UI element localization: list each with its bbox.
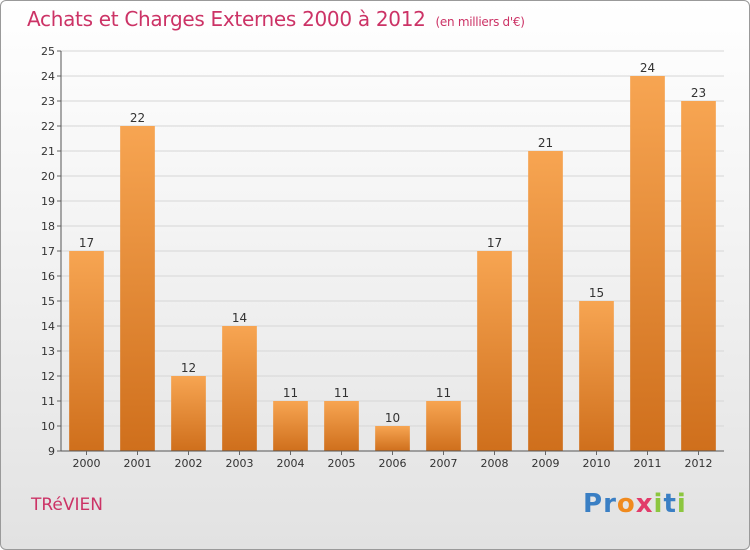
x-tick-label: 2000 (73, 457, 101, 470)
logo-letter: x (635, 489, 654, 519)
logo-letter: P (583, 489, 604, 519)
x-tick-label: 2008 (481, 457, 509, 470)
bar-value-label: 12 (181, 361, 196, 375)
chart-title: Achats et Charges Externes 2000 à 2012 (e… (27, 7, 525, 31)
bar-value-label: 11 (436, 386, 451, 400)
bar (681, 101, 716, 451)
bar-value-label: 11 (334, 386, 349, 400)
y-tick-label: 22 (41, 120, 55, 133)
x-tick-label: 2009 (532, 457, 560, 470)
bar (528, 151, 563, 451)
y-tick-label: 21 (41, 145, 55, 158)
logo-letter: i (676, 489, 687, 519)
bar (222, 326, 257, 451)
bar-value-label: 23 (691, 86, 706, 100)
bar-value-label: 17 (487, 236, 502, 250)
y-tick-label: 19 (41, 195, 55, 208)
x-tick-label: 2011 (634, 457, 662, 470)
x-tick-label: 2005 (328, 457, 356, 470)
bar (324, 401, 359, 451)
logo-letter: o (616, 489, 636, 519)
proxiti-logo: Proxiti (583, 489, 687, 519)
y-tick-label: 24 (41, 70, 55, 83)
bar (579, 301, 614, 451)
bar-value-label: 14 (232, 311, 247, 325)
x-tick-label: 2002 (175, 457, 203, 470)
bar (273, 401, 308, 451)
y-tick-label: 17 (41, 245, 55, 258)
bar (69, 251, 104, 451)
bar (171, 376, 206, 451)
x-tick-label: 2007 (430, 457, 458, 470)
y-tick-label: 13 (41, 345, 55, 358)
y-tick-label: 23 (41, 95, 55, 108)
bar (375, 426, 410, 451)
bars: 17 22 12 14 11 11 10 11 17 21 15 24 23 (69, 61, 716, 451)
bar-value-label: 15 (589, 286, 604, 300)
bar-value-label: 17 (79, 236, 94, 250)
y-tick-label: 15 (41, 295, 55, 308)
y-tick-label: 16 (41, 270, 55, 283)
x-tick-label: 2006 (379, 457, 407, 470)
bar (120, 126, 155, 451)
logo-letter: r (603, 489, 617, 519)
bar (630, 76, 665, 451)
x-tick-label: 2001 (124, 457, 152, 470)
y-tick-label: 11 (41, 395, 55, 408)
x-tick-label: 2004 (277, 457, 305, 470)
y-tick-label: 14 (41, 320, 55, 333)
commune-name: TRéVIEN (31, 495, 103, 515)
y-tick-label: 25 (41, 45, 55, 58)
x-tick-label: 2010 (583, 457, 611, 470)
x-tick-label: 2003 (226, 457, 254, 470)
logo-letter: i (653, 489, 664, 519)
chart-subtitle: (en milliers d'€) (435, 15, 525, 29)
y-tick-label: 10 (41, 420, 55, 433)
bar-value-label: 22 (130, 111, 145, 125)
axes: 9 10 11 12 13 14 15 16 17 18 19 20 21 22 23 24 25 2000 200… (41, 45, 724, 470)
x-tick-label: 2012 (685, 457, 713, 470)
bar (477, 251, 512, 451)
bar (426, 401, 461, 451)
y-tick-label: 20 (41, 170, 55, 183)
gridlines (61, 50, 724, 452)
y-tick-label: 18 (41, 220, 55, 233)
bar-value-label: 11 (283, 386, 298, 400)
bar-value-label: 24 (640, 61, 655, 75)
y-tick-label: 9 (48, 445, 55, 458)
y-tick-label: 12 (41, 370, 55, 383)
bar-value-label: 10 (385, 411, 400, 425)
logo-letter: t (663, 489, 677, 519)
bar-value-label: 21 (538, 136, 553, 150)
